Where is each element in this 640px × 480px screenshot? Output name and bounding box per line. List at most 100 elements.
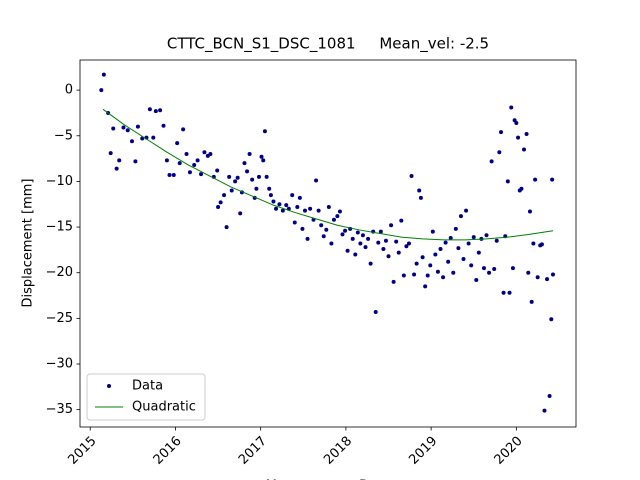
data-point [284,203,289,208]
data-point [378,229,383,234]
data-point [396,250,401,255]
data-point [135,124,140,129]
data-point [300,226,305,231]
data-point [254,186,259,191]
chart-title: CTTC_BCN_S1_DSC_1081 Mean_vel: -2.5 [167,35,489,54]
data-point [492,267,497,272]
data-point [184,152,189,157]
data-point [153,109,158,114]
data-point [268,193,273,198]
data-point [441,275,446,280]
data-point [319,223,324,228]
data-point [337,209,342,214]
data-point [297,195,302,200]
data-point [533,177,538,182]
data-point [274,206,279,211]
data-point [158,108,163,113]
y-tick-label: −5 [54,128,73,143]
data-point [469,263,474,268]
data-point [466,241,471,246]
data-point [389,223,394,228]
data-point [343,228,348,233]
data-point [531,241,536,246]
data-point [451,270,456,275]
y-tick-label: 0 [65,83,73,98]
x-axis-label: Measurement Date [266,479,390,480]
data-point [187,170,192,175]
data-point [381,246,386,251]
data-point [340,232,345,237]
data-point [101,72,106,77]
data-point [305,236,310,241]
data-point [329,241,334,246]
data-point [133,159,138,164]
data-point [235,175,240,180]
data-point [545,277,550,282]
data-point [222,193,227,198]
data-point [108,151,113,156]
data-point [114,166,119,171]
data-point [121,125,126,130]
data-point [277,202,282,207]
data-point [161,123,166,128]
data-point [335,214,340,219]
data-point [549,317,554,322]
data-point [164,158,169,163]
legend: Data Quadratic [86,373,206,421]
data-point [401,273,406,278]
data-point [218,200,223,205]
data-point [524,131,529,136]
data-point [471,235,476,240]
data-point [324,227,329,232]
data-point [409,173,414,178]
data-point [433,252,438,257]
y-axis-label: Displacement [mm] [21,179,36,308]
data-point [245,169,250,174]
data-point [519,186,524,191]
data-point [229,188,234,193]
data-point [363,245,368,250]
data-point [117,158,122,163]
data-point [147,107,152,112]
data-point [376,240,381,245]
data-point [314,178,319,183]
data-point [208,152,213,157]
data-point [526,270,531,275]
data-point [425,273,430,278]
data-point [292,220,297,225]
data-point [215,168,220,173]
data-point [280,208,285,213]
data-point [242,161,247,166]
data-point [539,242,544,247]
data-point [550,177,555,182]
data-point [464,208,469,213]
fit-line [102,108,554,241]
data-point [497,150,502,155]
data-point [386,254,391,259]
data-point [192,162,197,167]
data-point [326,204,331,209]
data-point [458,214,463,219]
data-point [373,309,378,314]
data-point [224,225,229,230]
data-point [476,250,481,255]
data-point [391,279,396,284]
data-point [355,230,360,235]
data-point [487,270,492,275]
data-point [417,188,422,193]
data-point [516,135,521,140]
data-point [456,246,461,251]
data-point [181,127,186,132]
data-point [499,130,504,135]
data-point [547,393,552,398]
data-point [99,88,104,93]
data-point [129,139,134,144]
data-point [111,126,116,131]
data-point [383,238,388,243]
legend-label: Data [132,379,163,394]
data-point [394,239,399,244]
data-point [261,158,266,163]
data-point [446,259,451,264]
